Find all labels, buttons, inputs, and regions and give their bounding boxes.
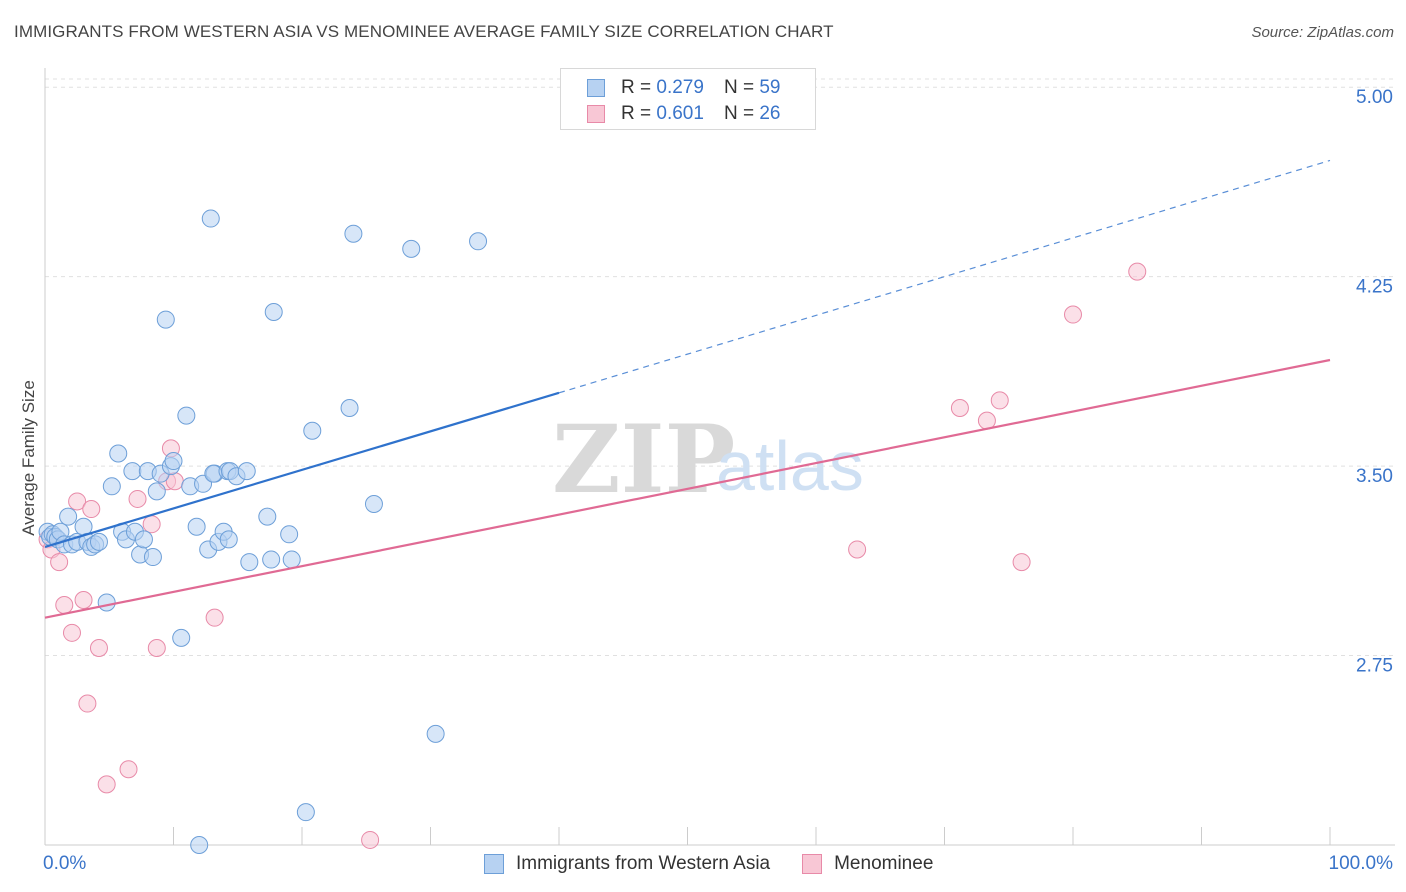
r-label: R = <box>621 103 652 124</box>
menominee-point <box>55 596 74 615</box>
western-asia-point <box>258 507 277 526</box>
menominee-point <box>89 638 108 657</box>
blue-swatch <box>484 854 504 874</box>
menominee-point <box>848 540 867 559</box>
western-asia-point <box>201 209 220 228</box>
western-asia-point <box>156 310 175 329</box>
western-asia-point <box>187 517 206 536</box>
western-asia-point <box>469 232 488 251</box>
menominee-point <box>82 500 101 519</box>
pink-swatch <box>802 854 823 874</box>
pink-swatch <box>587 105 605 123</box>
chart-title: IMMIGRANTS FROM WESTERN ASIA VS MENOMINE… <box>14 22 834 41</box>
western-asia-point <box>340 399 359 418</box>
legend-row-menominee: R = 0.601 N = 26 <box>587 102 780 126</box>
western-asia-point <box>143 548 162 567</box>
menominee-point <box>78 694 97 713</box>
n-label: N = <box>723 77 755 98</box>
y-tick-label: 2.75 <box>1356 656 1393 677</box>
correlation-legend: R = 0.279 N = 59 R = 0.601 N = 26 <box>560 68 816 130</box>
menominee-point <box>147 638 166 657</box>
western-asia-point <box>303 421 322 440</box>
western-asia-point <box>264 303 283 322</box>
western-asia-point <box>102 477 121 496</box>
menominee-point <box>990 391 1009 410</box>
y-tick-label: 3.50 <box>1356 466 1393 487</box>
western-asia-point <box>402 239 421 258</box>
n-value: 26 <box>759 103 781 124</box>
western-asia-point <box>296 803 315 822</box>
menominee-point <box>361 830 380 849</box>
western-asia-point <box>280 525 299 544</box>
western-asia-point <box>97 593 116 612</box>
x-tick-label-min: 0.0% <box>43 853 86 874</box>
y-tick-label: 5.00 <box>1356 87 1393 108</box>
menominee-point <box>68 492 87 511</box>
legend-row-western-asia: R = 0.279 N = 59 <box>587 76 780 100</box>
y-tick-label: 4.25 <box>1356 277 1393 298</box>
western-asia-point <box>134 530 153 549</box>
western-asia-point <box>364 494 383 513</box>
legend-label: Immigrants from Western Asia <box>516 853 771 874</box>
western-asia-point <box>282 550 301 569</box>
legend-item-western-asia[interactable]: Immigrants from Western Asia <box>484 853 770 875</box>
western-asia-point <box>109 444 128 463</box>
menominee-point <box>1064 305 1082 324</box>
menominee-point <box>128 489 147 508</box>
r-value: 0.601 <box>656 103 704 124</box>
western-asia-point <box>262 550 281 569</box>
western-asia-point <box>59 507 78 526</box>
trend-lines <box>44 159 1331 619</box>
r-label: R = <box>621 77 652 98</box>
menominee-point <box>142 515 161 534</box>
blue-swatch <box>587 79 605 97</box>
source-label: Source: ZipAtlas.com <box>1251 24 1394 41</box>
menominee-point <box>1012 553 1031 572</box>
western-asia-point <box>147 482 166 501</box>
menominee-point <box>119 760 138 779</box>
tick-labels: 2.75 3.50 4.25 5.00 0.0% 100.0% <box>43 87 1393 874</box>
y-axis-label: Average Family Size <box>19 380 38 536</box>
western-asia-point <box>426 724 445 743</box>
western-asia-point <box>164 452 183 471</box>
n-label: N = <box>723 103 755 124</box>
n-value: 59 <box>759 77 781 98</box>
x-tick-label-max: 100.0% <box>1329 853 1394 874</box>
western-asia-point <box>219 530 238 549</box>
western-asia-point <box>190 836 209 854</box>
western-asia-points <box>38 209 488 854</box>
watermark-atlas: atlas <box>716 427 864 505</box>
western-asia-trend-extension <box>558 159 1331 394</box>
western-asia-point <box>123 462 142 481</box>
western-asia-point <box>237 462 256 481</box>
western-asia-point <box>89 532 108 551</box>
menominee-point <box>74 590 93 609</box>
western-asia-point <box>177 406 196 425</box>
menominee-point <box>1128 262 1147 281</box>
watermark: ZIP atlas <box>552 405 864 515</box>
western-asia-point <box>344 224 363 243</box>
r-value: 0.279 <box>656 77 704 98</box>
axes <box>44 68 1395 846</box>
menominee-point <box>950 399 969 418</box>
legend-label: Menominee <box>834 853 934 874</box>
western-asia-trend-line <box>44 391 560 548</box>
western-asia-point <box>172 628 191 647</box>
menominee-point <box>97 775 116 794</box>
menominee-point <box>50 553 69 572</box>
series-legend: Immigrants from Western Asia Menominee <box>484 853 965 875</box>
menominee-point <box>62 623 81 642</box>
menominee-point <box>205 608 224 627</box>
menominee-trend-line <box>44 358 1331 619</box>
western-asia-point <box>240 553 259 572</box>
legend-item-menominee[interactable]: Menominee <box>802 853 933 875</box>
